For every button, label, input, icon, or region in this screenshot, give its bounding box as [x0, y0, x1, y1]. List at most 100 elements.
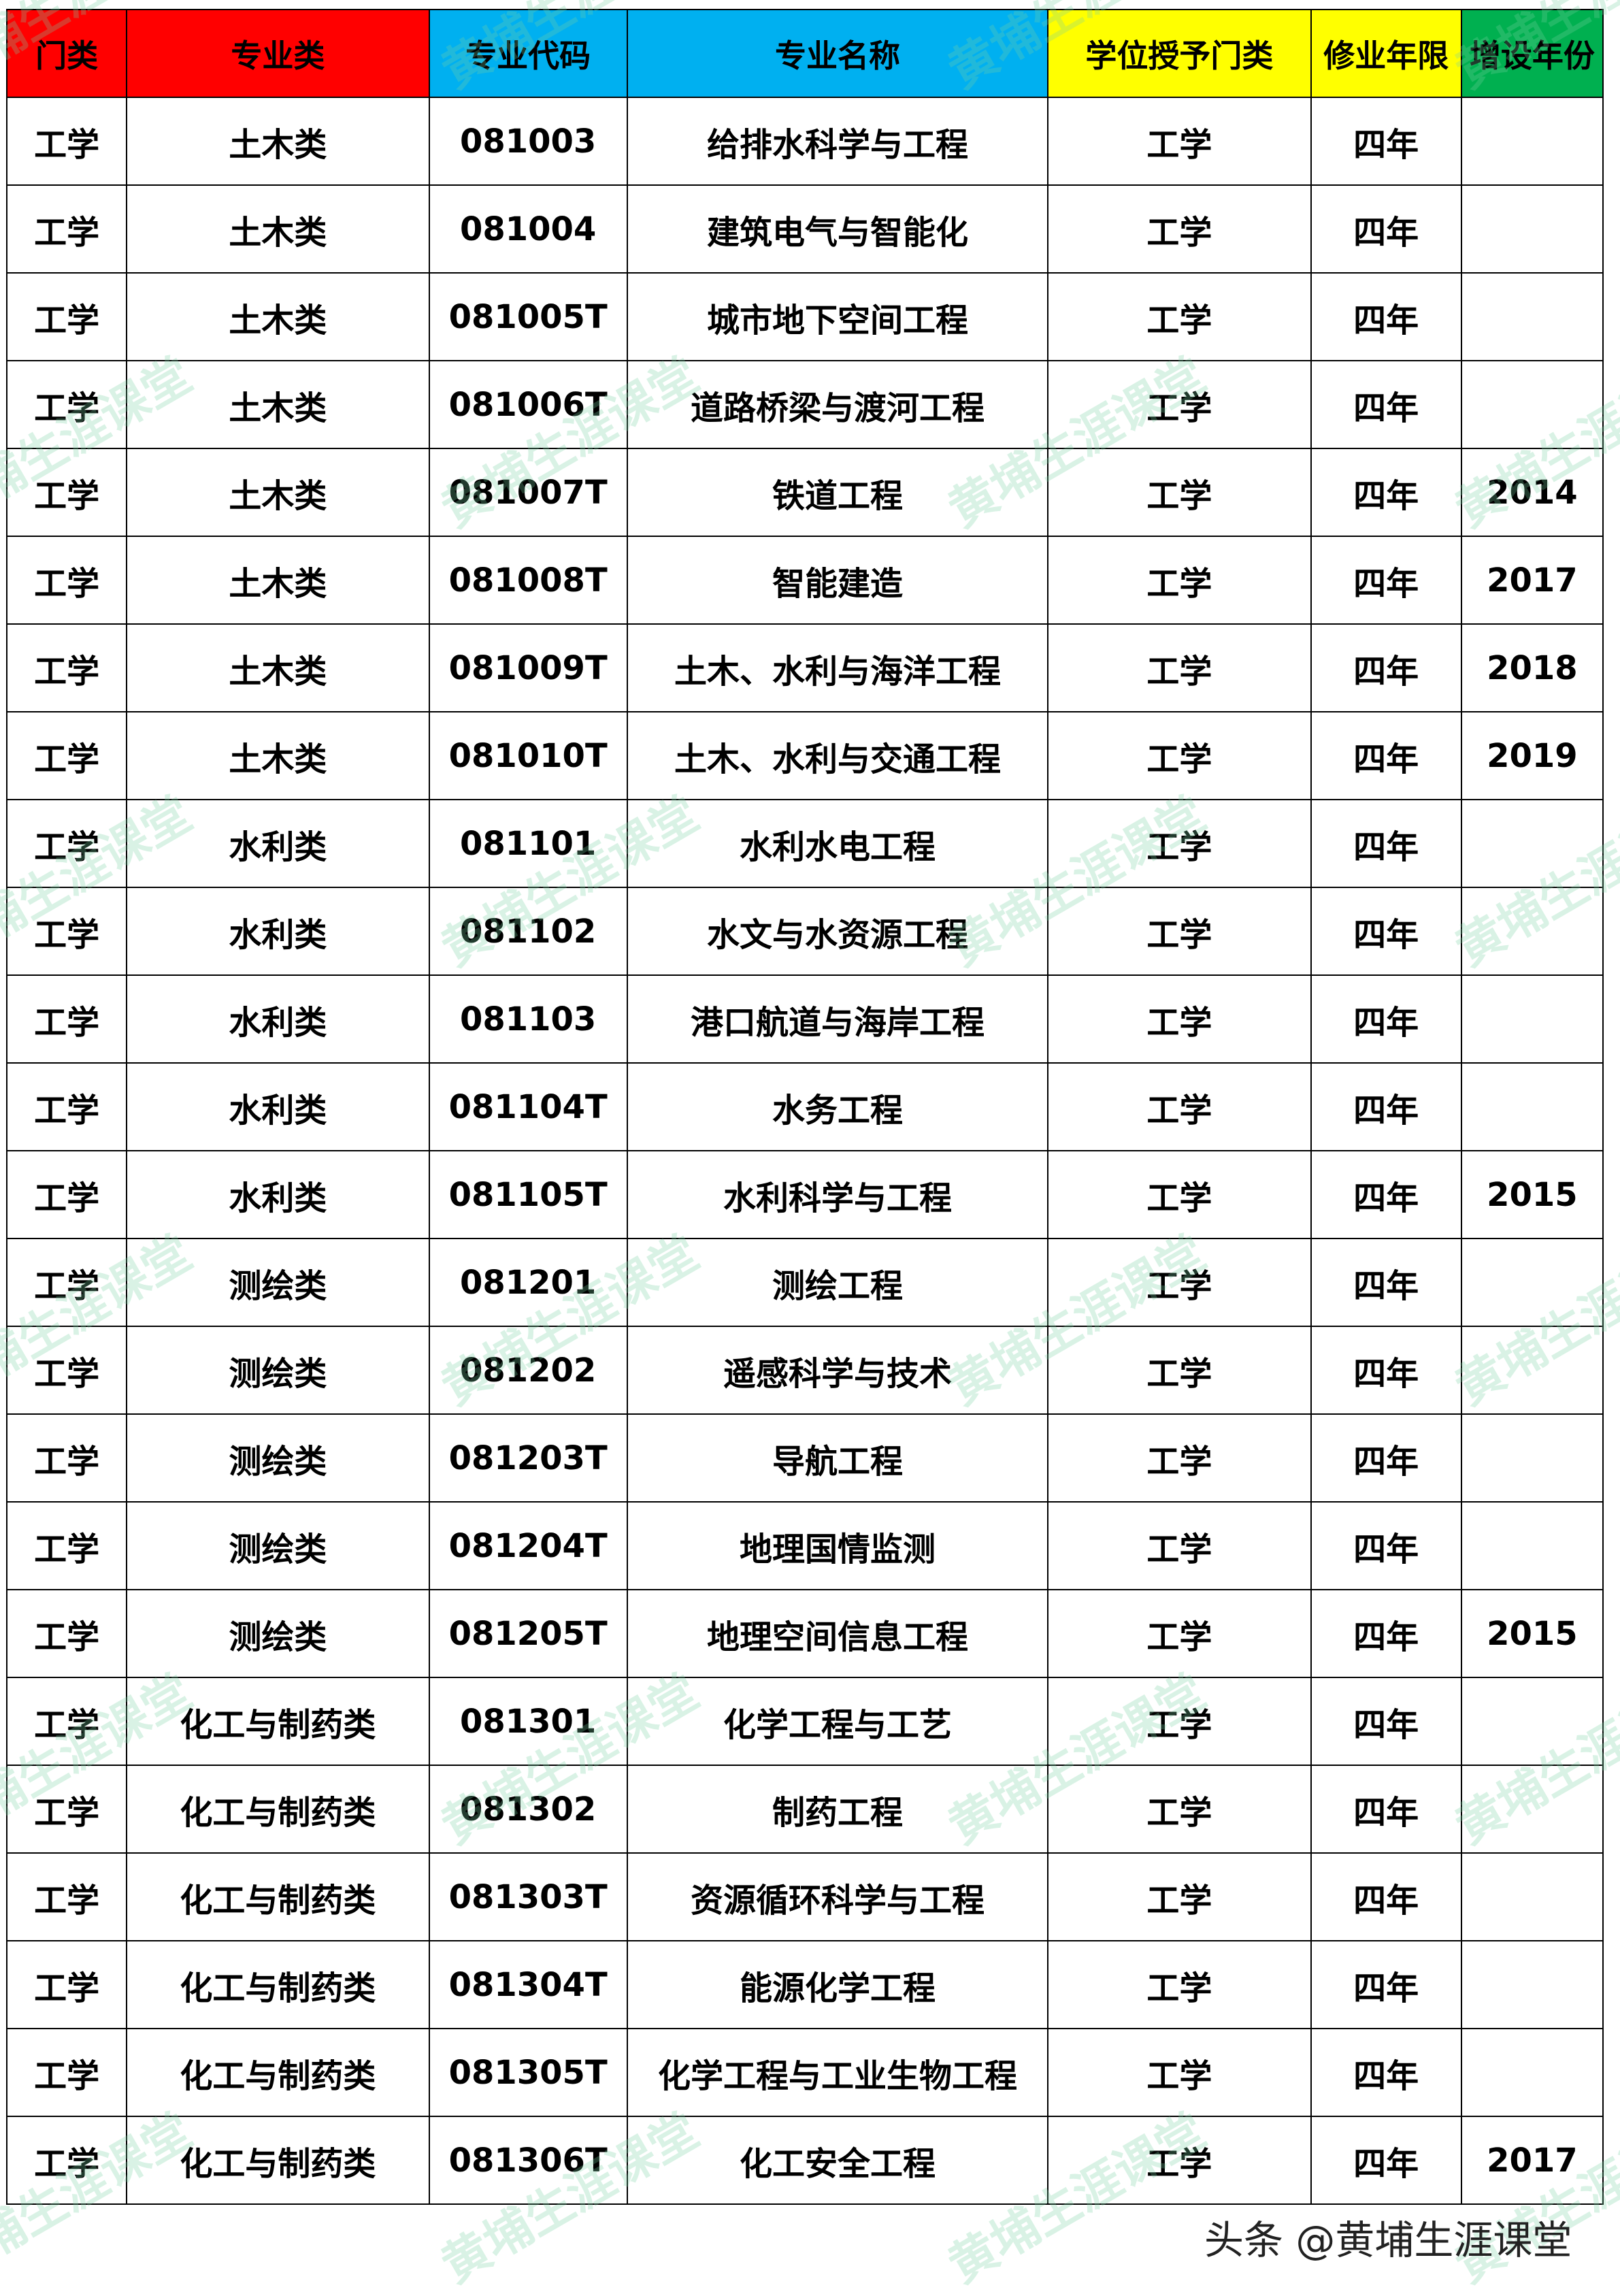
cell-major-code: 081010T	[428, 711, 628, 800]
cell-year-added	[1460, 360, 1604, 449]
cell-duration: 四年	[1310, 1413, 1462, 1503]
cell-year-added	[1460, 1238, 1604, 1327]
cell-major-name: 港口航道与海岸工程	[626, 974, 1049, 1064]
cell-year-added	[1460, 1326, 1604, 1415]
table-row: 工学 测绘类 081204T 地理国情监测 工学 四年	[5, 1501, 1604, 1590]
cell-category: 工学	[5, 97, 128, 186]
cell-major-class: 土木类	[126, 184, 430, 274]
cell-year-added	[1460, 272, 1604, 361]
cell-major-class: 土木类	[126, 97, 430, 186]
cell-year-added: 2015	[1460, 1150, 1604, 1239]
cell-category: 工学	[5, 1765, 128, 1854]
cell-major-name: 化学工程与工业生物工程	[626, 2028, 1049, 2117]
cell-category: 工学	[5, 711, 128, 800]
cell-year-added: 2017	[1460, 536, 1604, 625]
cell-major-name: 能源化学工程	[626, 1940, 1049, 2029]
cell-category: 工学	[5, 360, 128, 449]
cell-duration: 四年	[1310, 711, 1462, 800]
table-row: 工学 土木类 081007T 铁道工程 工学 四年 2014	[5, 448, 1604, 537]
cell-major-name: 化工安全工程	[626, 2116, 1049, 2205]
cell-degree-category: 工学	[1047, 623, 1312, 712]
cell-year-added	[1460, 1940, 1604, 2029]
cell-major-code: 081306T	[428, 2116, 628, 2205]
cell-degree-category: 工学	[1047, 1413, 1312, 1503]
cell-duration: 四年	[1310, 1765, 1462, 1854]
cell-major-name: 水利水电工程	[626, 799, 1049, 888]
cell-category: 工学	[5, 1940, 128, 2029]
cell-major-class: 化工与制药类	[126, 2028, 430, 2117]
cell-major-class: 水利类	[126, 974, 430, 1064]
cell-degree-category: 工学	[1047, 799, 1312, 888]
table-row: 工学 土木类 081008T 智能建造 工学 四年 2017	[5, 536, 1604, 625]
footer-credit: 头条 @黄埔生涯课堂	[1204, 2217, 1572, 2263]
table-row: 工学 土木类 081006T 道路桥梁与渡河工程 工学 四年	[5, 360, 1604, 449]
cell-major-name: 水文与水资源工程	[626, 887, 1049, 976]
cell-category: 工学	[5, 184, 128, 274]
cell-major-class: 土木类	[126, 272, 430, 361]
cell-category: 工学	[5, 1238, 128, 1327]
cell-major-code: 081006T	[428, 360, 628, 449]
cell-major-name: 城市地下空间工程	[626, 272, 1049, 361]
cell-degree-category: 工学	[1047, 1238, 1312, 1327]
cell-major-class: 测绘类	[126, 1326, 430, 1415]
cell-year-added	[1460, 1413, 1604, 1503]
cell-year-added	[1460, 887, 1604, 976]
header-major-class: 专业类	[126, 9, 430, 98]
cell-degree-category: 工学	[1047, 2116, 1312, 2205]
cell-duration: 四年	[1310, 1940, 1462, 2029]
majors-table: 门类 专业类 专业代码 专业名称 学位授予门类 修业年限 增设年份 工学 土木类 081003 给…	[5, 9, 1604, 2205]
cell-major-name: 遥感科学与技术	[626, 1326, 1049, 1415]
cell-duration: 四年	[1310, 1326, 1462, 1415]
cell-category: 工学	[5, 974, 128, 1064]
cell-major-name: 导航工程	[626, 1413, 1049, 1503]
cell-category: 工学	[5, 2116, 128, 2205]
cell-major-class: 化工与制药类	[126, 1765, 430, 1854]
cell-degree-category: 工学	[1047, 1501, 1312, 1590]
cell-year-added	[1460, 1852, 1604, 1941]
cell-degree-category: 工学	[1047, 448, 1312, 537]
cell-major-name: 化学工程与工艺	[626, 1677, 1049, 1766]
cell-category: 工学	[5, 799, 128, 888]
table-row: 工学 化工与制药类 081304T 能源化学工程 工学 四年	[5, 1940, 1604, 2029]
cell-major-class: 测绘类	[126, 1238, 430, 1327]
cell-duration: 四年	[1310, 97, 1462, 186]
table-row: 工学 土木类 081010T 土木、水利与交通工程 工学 四年 2019	[5, 711, 1604, 800]
cell-major-class: 测绘类	[126, 1413, 430, 1503]
table-row: 工学 化工与制药类 081305T 化学工程与工业生物工程 工学 四年	[5, 2028, 1604, 2117]
cell-major-code: 081305T	[428, 2028, 628, 2117]
cell-duration: 四年	[1310, 184, 1462, 274]
table-row: 工学 土木类 081004 建筑电气与智能化 工学 四年	[5, 184, 1604, 274]
cell-major-code: 081302	[428, 1765, 628, 1854]
cell-duration: 四年	[1310, 623, 1462, 712]
table-row: 工学 水利类 081104T 水务工程 工学 四年	[5, 1062, 1604, 1151]
cell-duration: 四年	[1310, 360, 1462, 449]
cell-major-name: 测绘工程	[626, 1238, 1049, 1327]
cell-category: 工学	[5, 536, 128, 625]
cell-degree-category: 工学	[1047, 1062, 1312, 1151]
cell-category: 工学	[5, 2028, 128, 2117]
cell-major-code: 081105T	[428, 1150, 628, 1239]
cell-major-name: 地理国情监测	[626, 1501, 1049, 1590]
cell-year-added: 2017	[1460, 2116, 1604, 2205]
cell-major-class: 测绘类	[126, 1501, 430, 1590]
cell-degree-category: 工学	[1047, 711, 1312, 800]
table-row: 工学 化工与制药类 081301 化学工程与工艺 工学 四年	[5, 1677, 1604, 1766]
cell-major-code: 081301	[428, 1677, 628, 1766]
cell-category: 工学	[5, 623, 128, 712]
cell-category: 工学	[5, 1677, 128, 1766]
cell-duration: 四年	[1310, 887, 1462, 976]
cell-major-code: 081101	[428, 799, 628, 888]
cell-major-class: 化工与制药类	[126, 1677, 430, 1766]
cell-degree-category: 工学	[1047, 536, 1312, 625]
cell-major-class: 土木类	[126, 536, 430, 625]
cell-category: 工学	[5, 448, 128, 537]
table-row: 工学 土木类 081009T 土木、水利与海洋工程 工学 四年 2018	[5, 623, 1604, 712]
cell-year-added	[1460, 974, 1604, 1064]
cell-duration: 四年	[1310, 799, 1462, 888]
table-row: 工学 水利类 081103 港口航道与海岸工程 工学 四年	[5, 974, 1604, 1064]
header-duration: 修业年限	[1310, 9, 1462, 98]
header-degree-category: 学位授予门类	[1047, 9, 1312, 98]
cell-major-class: 水利类	[126, 799, 430, 888]
cell-year-added	[1460, 184, 1604, 274]
cell-major-name: 道路桥梁与渡河工程	[626, 360, 1049, 449]
